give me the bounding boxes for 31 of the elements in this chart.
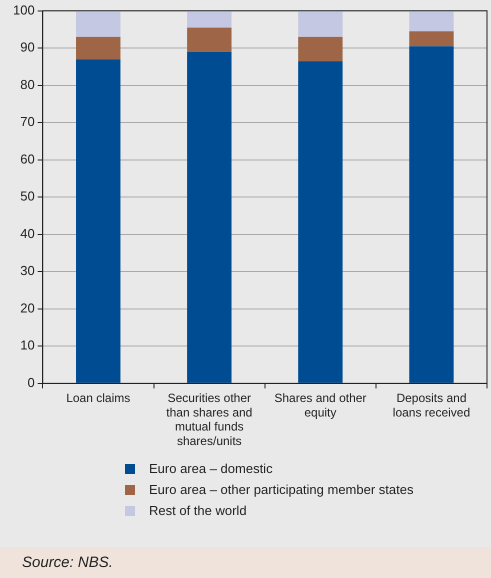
- y-tick-label: 90: [20, 40, 35, 55]
- legend-label: Euro area – domestic: [149, 461, 273, 476]
- legend-label: Rest of the world: [149, 503, 247, 518]
- x-tick-label: Loan claims: [66, 390, 130, 405]
- bar: [298, 10, 343, 37]
- y-tick-label: 10: [20, 338, 35, 353]
- bar: [76, 36, 120, 60]
- x-tick-label: Deposits and loans received: [392, 390, 470, 420]
- y-tick-label: 0: [27, 374, 35, 390]
- x-tick-label: Shares and other equity: [274, 390, 366, 420]
- y-tick-label: 80: [20, 76, 35, 92]
- y-tick-label: 30: [20, 263, 35, 278]
- bar: [409, 10, 454, 32]
- y-tick-label: 50: [20, 188, 35, 204]
- bar: [409, 46, 454, 383]
- bar: [187, 28, 232, 52]
- y-tick-label: 60: [20, 151, 35, 166]
- bar: [298, 61, 343, 383]
- legend-label: Euro area – other participating member states: [149, 482, 414, 497]
- bar: [76, 59, 120, 383]
- bar: [187, 52, 232, 383]
- source-note: Source: NBS.: [22, 554, 113, 571]
- bar: [409, 31, 454, 46]
- x-tick-label: Securities other than shares and mutual funds shares/units: [166, 390, 252, 448]
- y-tick-label: 20: [20, 300, 35, 316]
- y-tick-label: 40: [20, 226, 35, 241]
- y-tick-label: 100: [12, 2, 35, 18]
- y-tick-label: 70: [20, 114, 35, 130]
- bar: [298, 36, 343, 62]
- bar: [187, 10, 232, 28]
- bar: [76, 10, 120, 37]
